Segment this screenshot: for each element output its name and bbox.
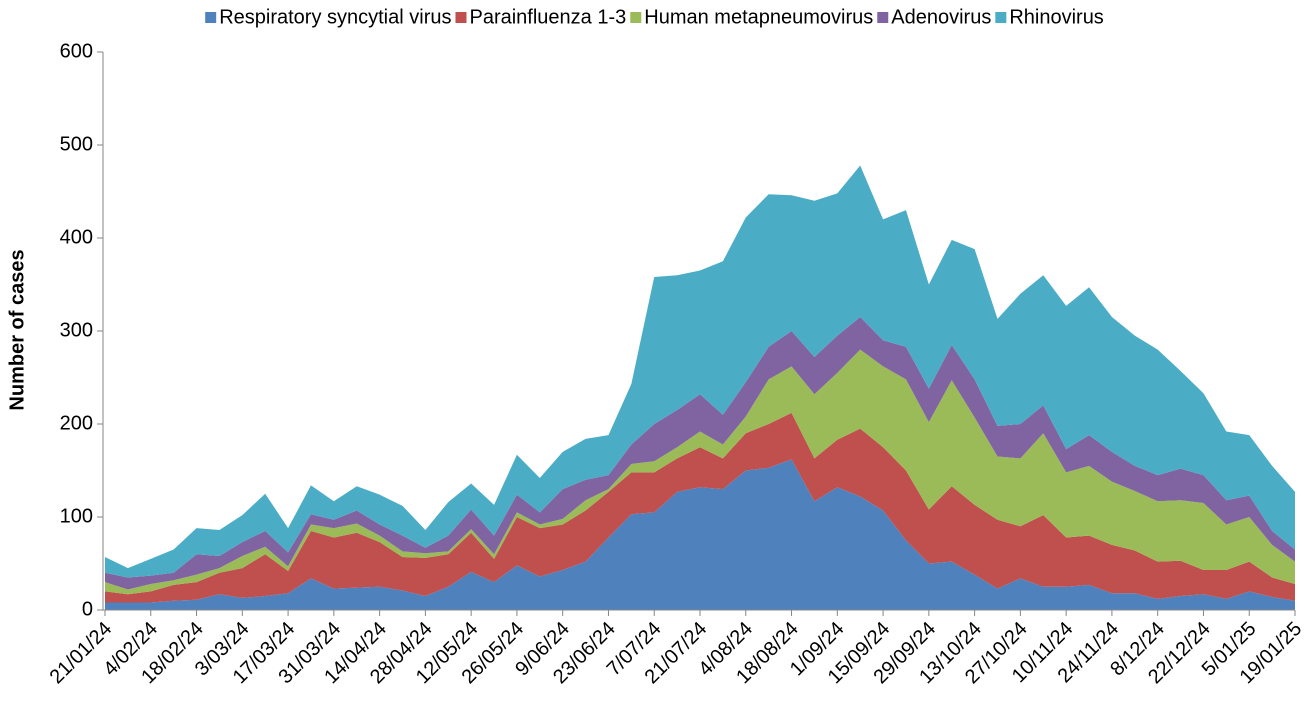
y-tick-label: 500 bbox=[60, 133, 93, 155]
area bbox=[105, 165, 1295, 578]
area bbox=[105, 412, 1295, 603]
legend-swatch bbox=[205, 12, 217, 23]
legend-label: Respiratory syncytial virus bbox=[219, 6, 451, 28]
legend-label: Rhinovirus bbox=[1009, 6, 1103, 28]
y-tick-label: 100 bbox=[60, 505, 93, 527]
legend-label: Human metapneumovirus bbox=[644, 6, 873, 28]
area bbox=[105, 317, 1295, 590]
area bbox=[105, 459, 1295, 610]
y-tick-label: 0 bbox=[82, 598, 93, 620]
legend-label: Adenovirus bbox=[891, 6, 991, 28]
y-tick-label: 400 bbox=[60, 226, 93, 248]
y-tick-label: 600 bbox=[60, 40, 93, 62]
y-tick-label: 300 bbox=[60, 319, 93, 341]
legend-swatch bbox=[877, 12, 889, 23]
x-tick-label: 21/01/24 bbox=[46, 618, 117, 689]
legend-label: Parainfluenza 1-3 bbox=[469, 6, 626, 28]
legend-swatch bbox=[995, 12, 1007, 23]
area bbox=[105, 349, 1295, 595]
y-tick-label: 200 bbox=[60, 412, 93, 434]
legend-swatch bbox=[630, 12, 642, 23]
y-axis-label: Number of cases bbox=[6, 249, 28, 410]
legend-swatch bbox=[455, 12, 467, 23]
